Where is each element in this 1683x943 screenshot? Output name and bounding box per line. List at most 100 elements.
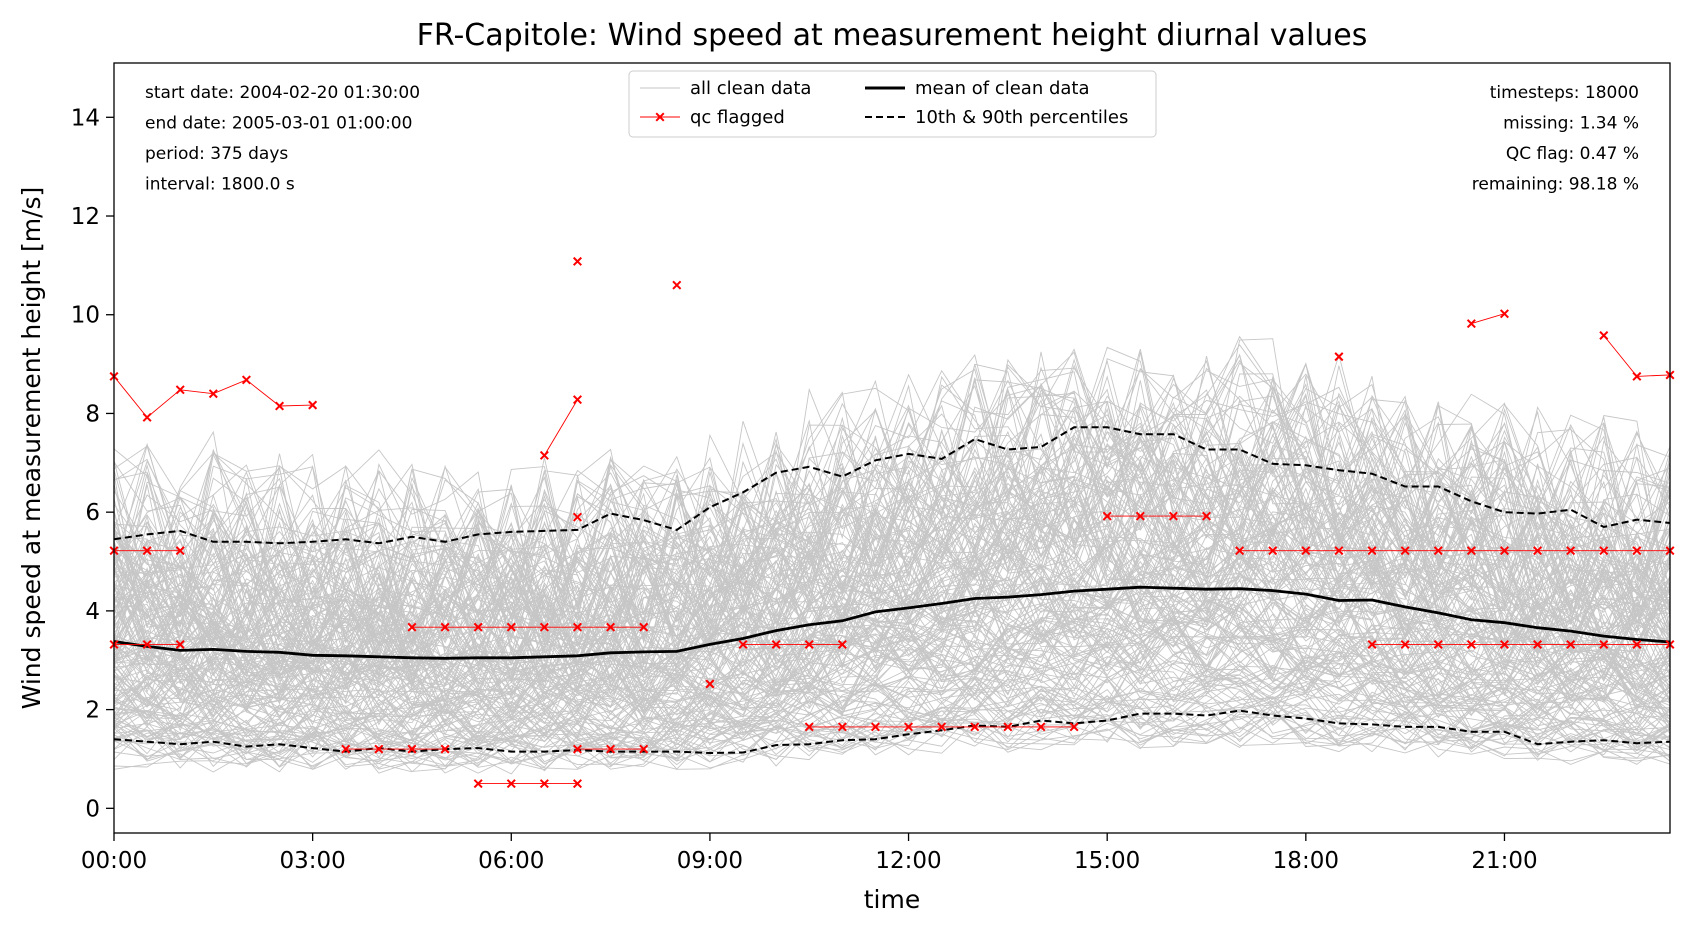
qc-flag-marker bbox=[440, 744, 450, 754]
y-tick-label: 4 bbox=[85, 599, 100, 625]
clean-data-line bbox=[113, 460, 1671, 665]
clean-data-line bbox=[113, 561, 1671, 702]
clean-data-line bbox=[113, 572, 1671, 715]
clean-data-line bbox=[113, 596, 1671, 720]
clean-data-line bbox=[113, 714, 1671, 774]
qc-flag-line bbox=[1471, 313, 1505, 325]
qc-flag-marker bbox=[1599, 546, 1609, 556]
clean-data-line bbox=[113, 502, 1671, 700]
clean-data-line bbox=[113, 684, 1671, 765]
clean-data-line bbox=[113, 706, 1671, 774]
qc-flag-marker bbox=[572, 512, 582, 522]
info-left-line: interval: 1800.0 s bbox=[145, 175, 295, 195]
qc-flag-marker bbox=[440, 622, 450, 632]
clean-data-line bbox=[113, 369, 1671, 653]
qc-flag-marker bbox=[1566, 639, 1576, 649]
clean-data-line bbox=[113, 623, 1671, 746]
info-right-line: remaining: 98.18 % bbox=[1472, 175, 1639, 195]
x-axis-label: time bbox=[864, 885, 920, 914]
clean-data-line bbox=[113, 380, 1671, 652]
legend-label: mean of clean data bbox=[915, 78, 1090, 99]
qc-flag-marker bbox=[1433, 639, 1443, 649]
clean-data-line bbox=[113, 407, 1671, 667]
qc-flag-marker bbox=[1466, 319, 1476, 329]
clean-data-line bbox=[113, 521, 1671, 709]
info-left-line: period: 375 days bbox=[145, 144, 288, 164]
legend-label: 10th & 90th percentiles bbox=[915, 107, 1128, 128]
y-tick-label: 10 bbox=[71, 303, 100, 329]
qc-flag-marker bbox=[639, 744, 649, 754]
info-right-line: timesteps: 18000 bbox=[1490, 83, 1639, 103]
clean-data-line bbox=[113, 695, 1671, 766]
clean-data-line bbox=[113, 526, 1671, 706]
qc-flag-line bbox=[1603, 335, 1671, 377]
qc-flag-marker bbox=[572, 395, 582, 405]
y-tick-label: 2 bbox=[85, 698, 100, 724]
qc-flag-marker bbox=[473, 779, 483, 789]
qc-flag-marker bbox=[1334, 352, 1344, 362]
qc-flag-marker bbox=[1268, 546, 1278, 556]
x-tick-label: 06:00 bbox=[478, 848, 544, 874]
qc-flag-marker bbox=[407, 622, 417, 632]
qc-flag-marker bbox=[1367, 639, 1377, 649]
qc-flag-marker bbox=[1301, 546, 1311, 556]
legend-entry: 10th & 90th percentiles bbox=[865, 107, 1128, 128]
clean-data-line bbox=[113, 649, 1671, 754]
qc-flag-marker bbox=[1135, 511, 1145, 521]
qc-flag-line bbox=[544, 399, 578, 456]
qc-flag-marker bbox=[341, 744, 351, 754]
clean-data-line bbox=[113, 395, 1671, 647]
qc-flag-marker bbox=[1003, 722, 1013, 732]
qc-flag-marker bbox=[572, 779, 582, 789]
clean-data-line bbox=[113, 582, 1671, 717]
clean-data-line bbox=[113, 436, 1671, 668]
clean-data-line bbox=[113, 456, 1671, 668]
qc-flagged-points bbox=[109, 256, 1675, 789]
qc-flag-marker bbox=[705, 679, 715, 689]
legend-box bbox=[628, 70, 1157, 138]
qc-flag-marker bbox=[539, 622, 549, 632]
mean-line bbox=[113, 585, 1671, 660]
qc-flag-marker bbox=[1466, 546, 1476, 556]
x-axis-ticks: 00:00 03:00 06:00 09:00 12:00 15:00 18:00 21:00 bbox=[81, 833, 1538, 874]
clean-data-line bbox=[113, 398, 1671, 638]
qc-flag-marker bbox=[572, 256, 582, 266]
qc-flag-marker bbox=[1036, 722, 1046, 732]
info-left-line: start date: 2004-02-20 01:30:00 bbox=[145, 83, 420, 103]
info-left: start date: 2004-02-20 01:30:00 end date:… bbox=[145, 83, 420, 195]
legend-entry: qc flagged bbox=[640, 107, 785, 128]
qc-flag-marker bbox=[804, 639, 814, 649]
legend-entry: mean of clean data bbox=[865, 78, 1090, 99]
clean-data-line bbox=[113, 431, 1671, 657]
info-right: timesteps: 18000 missing: 1.34 % QC flag: … bbox=[1472, 83, 1639, 195]
qc-flag-marker bbox=[142, 639, 152, 649]
qc-flag-marker bbox=[175, 639, 185, 649]
qc-flag-marker bbox=[1235, 546, 1245, 556]
qc-flag-marker bbox=[606, 622, 616, 632]
y-tick-label: 14 bbox=[71, 105, 100, 131]
qc-flag-marker bbox=[1466, 639, 1476, 649]
chart-title: FR-Capitole: Wind speed at measurement h… bbox=[417, 18, 1368, 53]
x-tick-label: 15:00 bbox=[1074, 848, 1140, 874]
qc-flag-marker bbox=[1499, 309, 1509, 319]
qc-flag-marker bbox=[506, 622, 516, 632]
clean-data-line bbox=[113, 696, 1671, 770]
qc-flag-marker bbox=[175, 546, 185, 556]
clean-data-line bbox=[113, 335, 1671, 640]
qc-flag-marker bbox=[837, 722, 847, 732]
clean-data-line bbox=[113, 670, 1671, 758]
clean-data-line bbox=[113, 663, 1671, 754]
x-tick-label: 00:00 bbox=[81, 848, 147, 874]
clean-data-line bbox=[113, 516, 1671, 712]
y-tick-label: 6 bbox=[85, 500, 100, 526]
plot-frame bbox=[113, 62, 1671, 834]
qc-flag-marker bbox=[672, 280, 682, 290]
qc-flag-marker bbox=[870, 722, 880, 732]
legend-label: qc flagged bbox=[690, 107, 785, 128]
qc-flag-marker bbox=[937, 722, 947, 732]
y-axis-ticks: 0 2 4 6 8 10 12 14 bbox=[71, 105, 114, 822]
clean-data-line bbox=[113, 677, 1671, 758]
qc-flag-marker bbox=[473, 622, 483, 632]
qc-flag-marker bbox=[208, 389, 218, 399]
clean-data-line bbox=[113, 404, 1671, 653]
